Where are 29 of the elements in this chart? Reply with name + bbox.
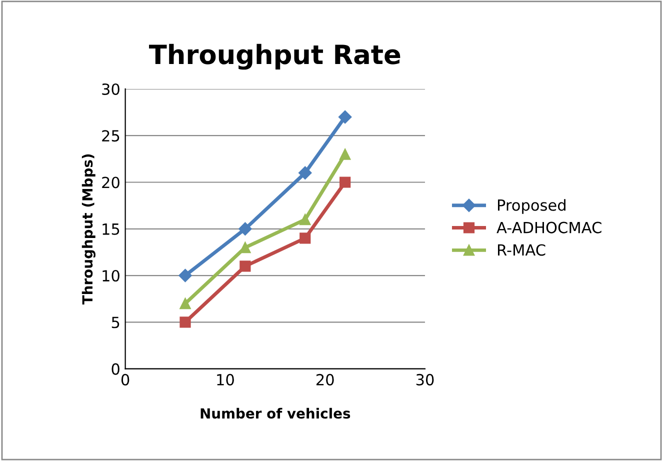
point [240,260,251,272]
legend-label: Proposed [498,199,566,214]
point [300,232,311,244]
y-axis-title: Throughput (Mbps) [82,154,96,305]
x-tick-label: 30 [416,374,434,386]
point [340,176,351,188]
y-tick-label: 5 [112,316,120,328]
point [178,268,192,282]
point [340,148,351,160]
y-tick-label: 15 [102,224,120,235]
x-tick-label: 20 [316,374,334,386]
point [298,166,312,180]
x-axis-title: Number of vehicles [200,408,350,419]
x-tick-label: 0 [121,374,130,386]
y-tick-label: 25 [102,130,120,142]
y-tick-label: 0 [112,363,120,375]
y-tick-label: 10 [102,270,120,282]
x-tick-label: 10 [217,374,234,386]
point [180,316,191,328]
legend-label: A-ADHOCMAC [496,222,602,234]
y-tick-label: 20 [102,176,120,188]
y-tick-label: 30 [102,83,120,95]
point [240,242,251,254]
chart-title: Throughput Rate [149,44,400,70]
point [238,222,252,236]
point [300,214,311,226]
point [338,110,352,124]
point [180,298,191,310]
legend-label: R-MAC [498,244,546,256]
